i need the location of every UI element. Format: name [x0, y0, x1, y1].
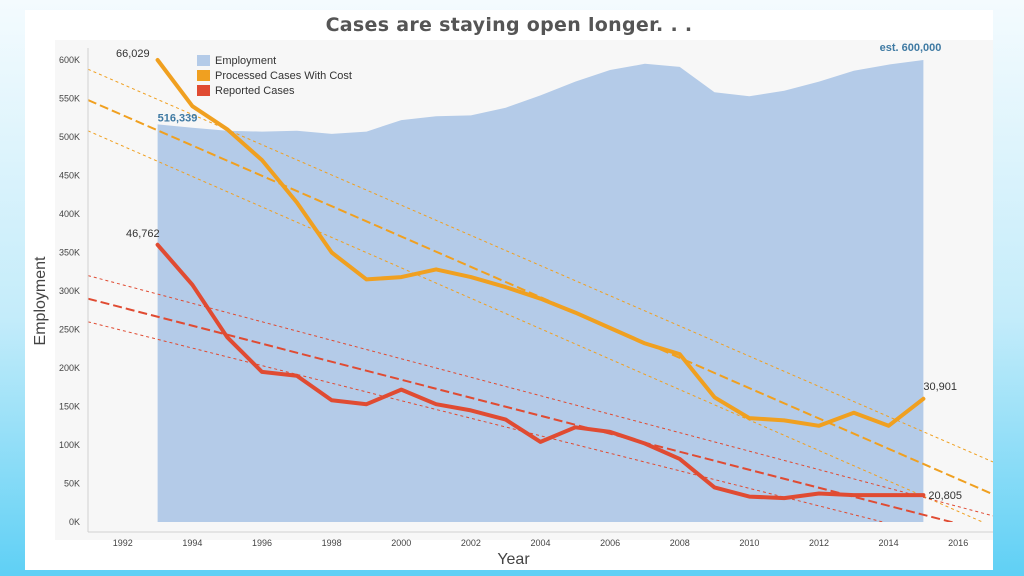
x-tick-label-2012: 2012 — [809, 538, 829, 548]
x-tick-label-1996: 1996 — [252, 538, 272, 548]
y-tick-label-400k: 400K — [59, 209, 80, 219]
y-tick-label-250k: 250K — [59, 325, 80, 335]
x-tick-label-2004: 2004 — [530, 538, 550, 548]
data-label-66-029: 66,029 — [116, 48, 150, 60]
annotation-layer: 66,029 516,339 46,762 est. 600,000 30,901 20,… — [116, 42, 962, 502]
x-tick-label-2016: 2016 — [948, 538, 968, 548]
legend-label-reported-cases: Reported Cases — [215, 85, 295, 97]
axes-layer: 0K 50K 100K 150K 200K 250K 300K 350K 400K 450K 500… — [32, 48, 993, 568]
trendline-layer — [88, 68, 993, 522]
data-label-20-805: 20,805 — [928, 490, 962, 502]
y-tick-label-500k: 500K — [59, 132, 80, 142]
y-tick-label-150k: 150K — [59, 402, 80, 412]
trendline-processed-cases-with-cost-band-2 — [88, 130, 984, 522]
series-reported-cases-line — [155, 242, 926, 501]
y-tick-label-600k: 600K — [59, 55, 80, 65]
x-tick-label-2006: 2006 — [600, 538, 620, 548]
series-processed-cases-with-cost-line — [155, 58, 926, 428]
y-tick-label-300k: 300K — [59, 286, 80, 296]
legend-swatch-employment — [197, 55, 210, 66]
x-tick-label-1998: 1998 — [322, 538, 342, 548]
chart-title: Cases are staying open longer. . . — [325, 14, 693, 36]
chart-svg: 0K 50K 100K 150K 200K 250K 300K 350K 400K 450K 500… — [32, 40, 993, 568]
x-tick-label-1992: 1992 — [113, 538, 133, 548]
y-tick-label-450k: 450K — [59, 171, 80, 181]
legend-swatch-processed-cases-with-cost — [197, 70, 210, 81]
chart-frame: Cases are staying open longer. . . 0K 50K… — [25, 10, 993, 570]
trendline-reported-cases-band-4 — [88, 275, 993, 517]
trendline-processed-cases-with-cost-trend-0 — [88, 99, 993, 496]
y-tick-label-550k: 550K — [59, 94, 80, 104]
y-tick-label-50k: 50K — [64, 479, 80, 489]
legend: Employment Processed Cases With Cost Repor… — [197, 55, 352, 97]
data-label-30-901: 30,901 — [923, 381, 957, 393]
data-label-46-762: 46,762 — [126, 228, 160, 240]
x-tick-label-2014: 2014 — [879, 538, 899, 548]
x-tick-label-2000: 2000 — [391, 538, 411, 548]
y-tick-label-350k: 350K — [59, 248, 80, 258]
legend-label-processed-cases-with-cost: Processed Cases With Cost — [215, 70, 352, 82]
x-tick-label-2002: 2002 — [461, 538, 481, 548]
line-layer — [155, 58, 926, 501]
y-tick-label-0k: 0K — [69, 517, 80, 527]
y-axis-title: Employment — [32, 256, 49, 345]
legend-swatch-reported-cases — [197, 85, 210, 96]
data-label-est-600-000: est. 600,000 — [880, 42, 942, 54]
x-tick-label-2010: 2010 — [739, 538, 759, 548]
legend-label-employment: Employment — [215, 55, 276, 67]
x-axis-title: Year — [497, 551, 530, 568]
y-tick-label-100k: 100K — [59, 440, 80, 450]
trendline-processed-cases-with-cost-band-1 — [88, 68, 993, 463]
x-tick-label-1994: 1994 — [182, 538, 202, 548]
y-tick-label-200k: 200K — [59, 363, 80, 373]
data-label-516-339: 516,339 — [158, 112, 198, 124]
x-tick-label-2008: 2008 — [670, 538, 690, 548]
